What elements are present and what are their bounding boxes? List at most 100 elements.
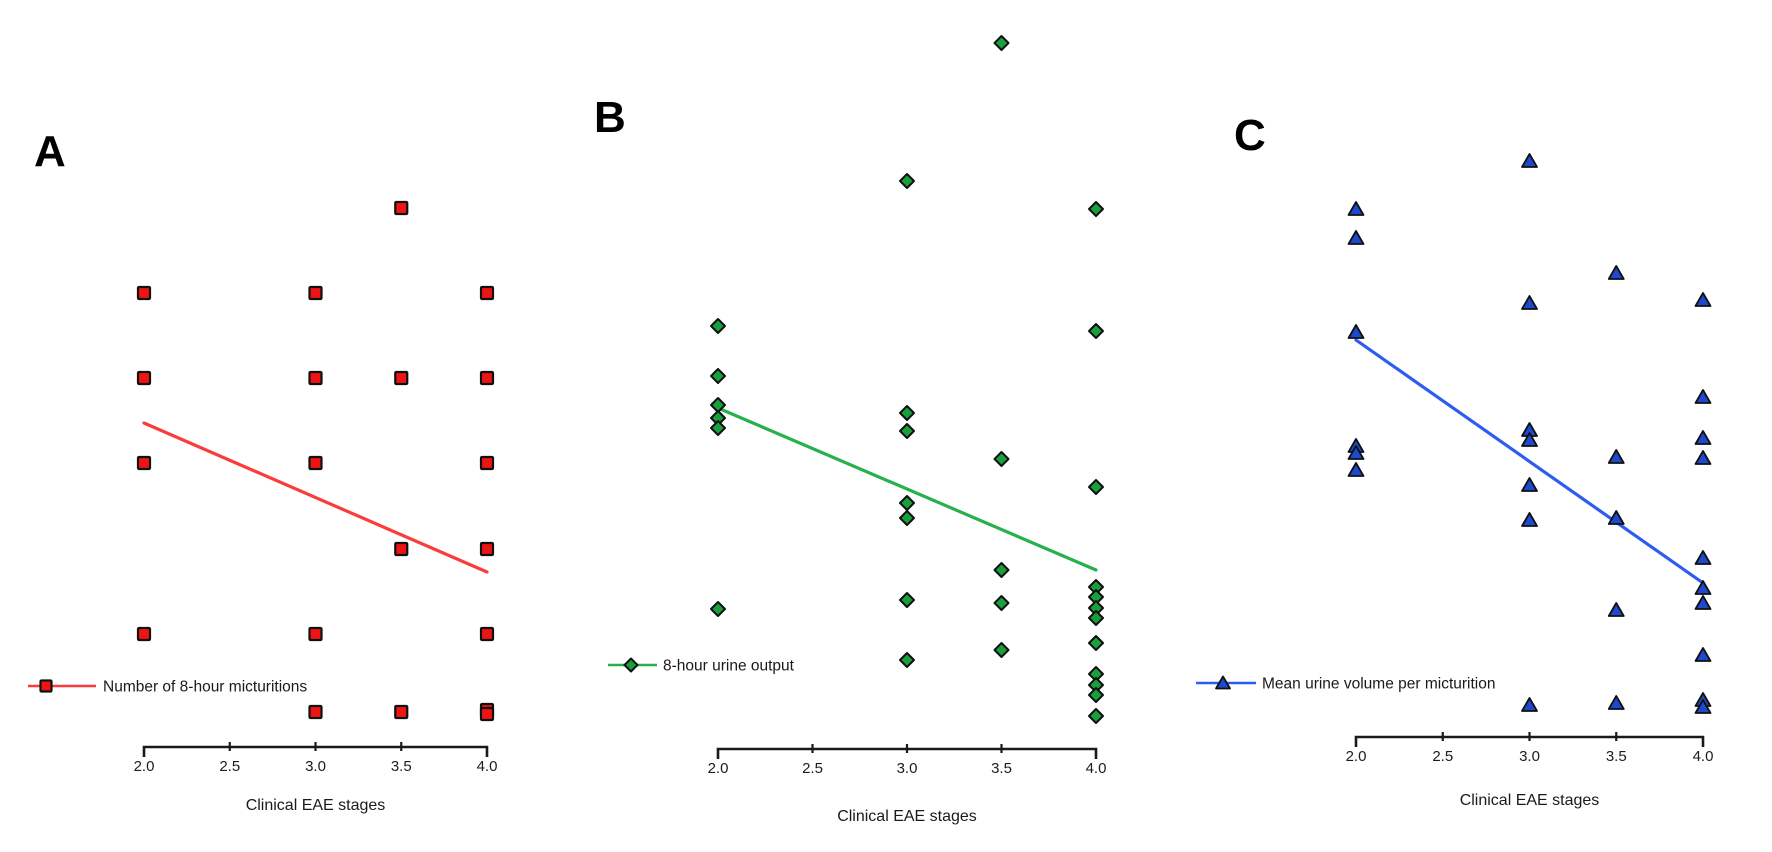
- data-point: [899, 652, 915, 668]
- legend-label: Mean urine volume per micturition: [1262, 676, 1495, 693]
- data-point: [1694, 699, 1712, 714]
- x-tick-label: 2.5: [219, 758, 240, 775]
- data-point: [308, 626, 323, 642]
- data-point: [479, 541, 495, 557]
- x-tick-label: 3.5: [391, 758, 412, 775]
- data-point: [710, 318, 726, 334]
- data-point: [479, 706, 495, 722]
- trend-line: [716, 406, 1098, 572]
- data-point: [710, 368, 726, 384]
- data-point: [1347, 201, 1365, 216]
- data-point: [1521, 697, 1538, 712]
- data-point: [1607, 449, 1625, 464]
- data-point: [1521, 295, 1538, 310]
- x-tick-label: 4.0: [1086, 760, 1107, 777]
- legend: Mean urine volume per micturition: [1196, 676, 1495, 693]
- data-point: [394, 704, 409, 720]
- panel-C: 2.0 2.5 3.0 3.5 4.0 Clinical EAE stages Mean u…: [1196, 111, 1713, 809]
- data-point: [993, 595, 1010, 611]
- data-point: [1694, 450, 1712, 465]
- data-point: [1347, 462, 1365, 477]
- data-point: [1521, 432, 1538, 447]
- data-point: [899, 173, 915, 189]
- legend-square-icon: [39, 679, 53, 693]
- data-point: [993, 562, 1010, 578]
- data-point: [899, 423, 915, 439]
- data-point: [1694, 430, 1712, 445]
- data-point: [1347, 445, 1365, 460]
- data-point: [1521, 477, 1538, 492]
- data-point: [899, 510, 915, 526]
- x-tick-label: 4.0: [1693, 748, 1714, 765]
- data-point: [308, 285, 323, 301]
- data-point: [394, 541, 409, 557]
- x-tick-label: 2.0: [1346, 748, 1367, 765]
- data-point: [308, 455, 323, 471]
- data-point: [479, 370, 495, 386]
- data-point: [1088, 201, 1104, 217]
- x-tick-label: 3.0: [1519, 748, 1540, 765]
- data-point: [1521, 512, 1538, 527]
- data-point: [1347, 324, 1365, 339]
- legend-diamond-icon: [623, 657, 639, 673]
- data-point: [479, 626, 495, 642]
- data-point: [710, 420, 726, 436]
- data-point: [1088, 323, 1104, 339]
- trend-line: [142, 421, 489, 574]
- data-point: [1607, 602, 1625, 617]
- data-point: [1088, 687, 1104, 703]
- data-point: [394, 200, 409, 216]
- x-axis-title: Clinical EAE stages: [1460, 792, 1600, 809]
- data-point: [394, 370, 409, 386]
- panel-B: 2.0 2.5 3.0 3.5 4.0 Clinical EAE stages 8-hour…: [594, 35, 1107, 825]
- x-tick-label: 2.0: [708, 760, 729, 777]
- x-tick-label: 3.0: [897, 760, 918, 777]
- data-point: [1347, 230, 1365, 245]
- panel-letter-B: B: [594, 93, 626, 142]
- data-point: [1694, 647, 1712, 662]
- legend-label: Number of 8-hour micturitions: [103, 679, 307, 696]
- data-point: [1694, 389, 1712, 404]
- data-point: [136, 455, 152, 471]
- data-point: [899, 405, 915, 421]
- data-point: [1694, 580, 1712, 595]
- data-point: [1088, 635, 1104, 651]
- legend: 8-hour urine output: [608, 657, 795, 675]
- data-point: [136, 370, 152, 386]
- x-tick-label: 3.0: [305, 758, 326, 775]
- data-point: [136, 285, 152, 301]
- data-point: [479, 285, 495, 301]
- data-point: [1521, 153, 1538, 168]
- x-tick-label: 4.0: [477, 758, 498, 775]
- data-point: [710, 601, 726, 617]
- panel-A: 2.0 2.5 3.0 3.5 4.0 Clinical EAE stages Number…: [28, 127, 497, 814]
- trend-line: [1354, 338, 1705, 585]
- legend-label: 8-hour urine output: [663, 658, 795, 675]
- data-point: [993, 642, 1010, 658]
- data-point: [1694, 595, 1712, 610]
- data-point: [1607, 695, 1625, 710]
- data-point: [899, 495, 915, 511]
- data-point: [1694, 550, 1712, 565]
- panel-letter-C: C: [1234, 111, 1266, 160]
- data-point: [1088, 610, 1104, 626]
- data-point: [993, 35, 1010, 51]
- data-point: [308, 370, 323, 386]
- data-point: [1088, 708, 1104, 724]
- panel-letter-A: A: [34, 127, 66, 176]
- legend-triangle-icon: [1215, 675, 1231, 690]
- data-point: [308, 704, 323, 720]
- x-tick-label: 2.0: [134, 758, 155, 775]
- data-point: [1607, 265, 1625, 280]
- data-point: [1088, 479, 1104, 495]
- data-point: [899, 592, 915, 608]
- x-tick-label: 2.5: [1432, 748, 1453, 765]
- data-point: [136, 626, 152, 642]
- data-point: [993, 451, 1010, 467]
- x-tick-label: 2.5: [802, 760, 823, 777]
- x-tick-label: 3.5: [991, 760, 1012, 777]
- data-point: [1607, 510, 1625, 525]
- data-point: [1694, 292, 1712, 307]
- legend: Number of 8-hour micturitions: [28, 679, 307, 696]
